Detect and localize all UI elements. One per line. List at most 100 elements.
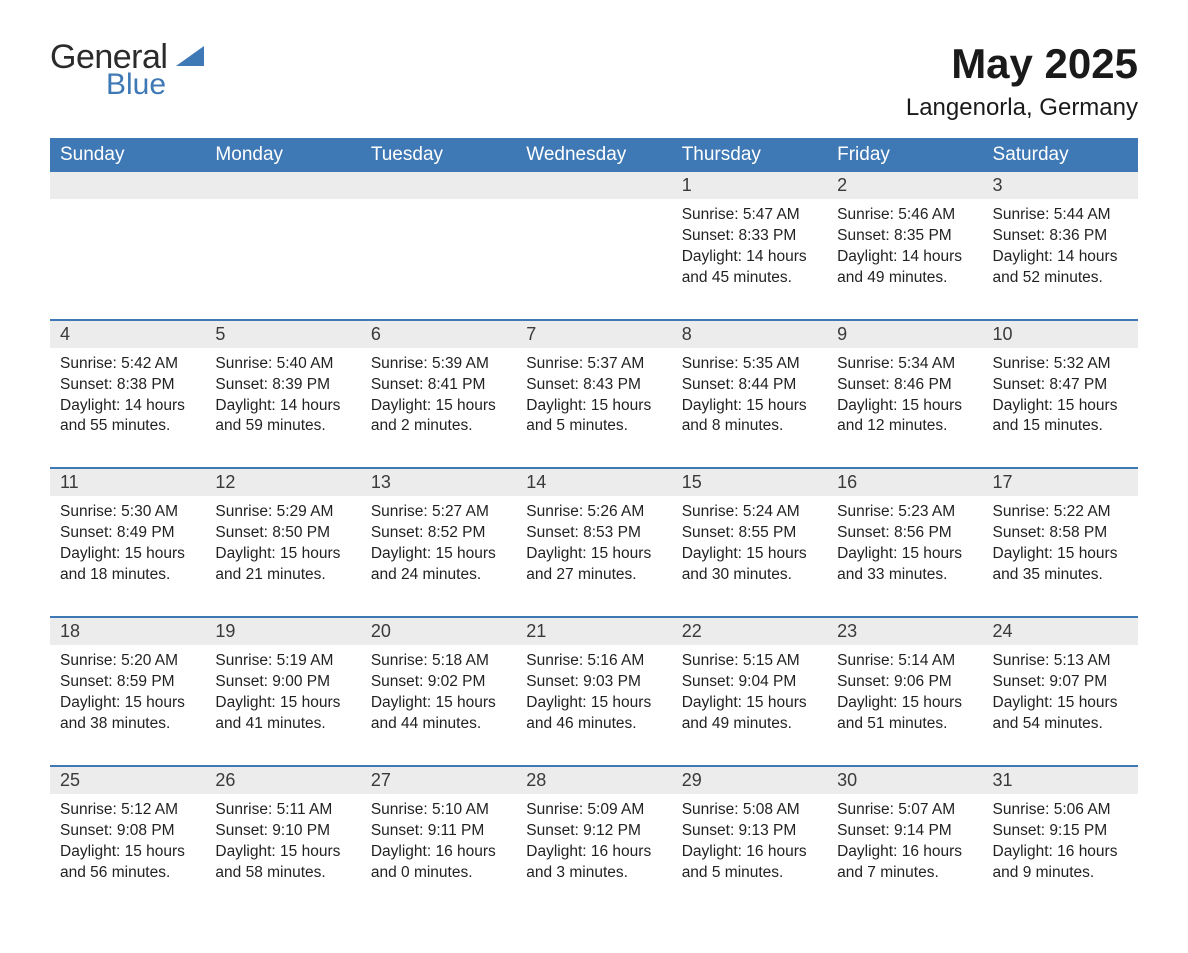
daylight-line: Daylight: 15 hours and 8 minutes. xyxy=(682,397,807,435)
title-block: May 2025 Langenorla, Germany xyxy=(906,40,1138,122)
sunrise-line: Sunrise: 5:11 AM xyxy=(215,801,332,818)
day-number-cell: 28 xyxy=(516,766,671,794)
daylight-line: Daylight: 15 hours and 51 minutes. xyxy=(837,694,962,732)
daylight-line: Daylight: 15 hours and 2 minutes. xyxy=(371,397,496,435)
sunset-line: Sunset: 8:38 PM xyxy=(60,376,175,393)
sunrise-line: Sunrise: 5:13 AM xyxy=(993,652,1111,669)
daylight-line: Daylight: 16 hours and 7 minutes. xyxy=(837,843,962,881)
day-number-row: 45678910 xyxy=(50,320,1138,348)
sunrise-line: Sunrise: 5:16 AM xyxy=(526,652,644,669)
day-detail-cell xyxy=(361,199,516,320)
weekday-friday: Friday xyxy=(827,138,982,172)
logo: General Blue xyxy=(50,40,206,100)
day-number-cell: 3 xyxy=(983,172,1138,199)
day-number-cell: 13 xyxy=(361,468,516,496)
day-detail-cell: Sunrise: 5:27 AMSunset: 8:52 PMDaylight:… xyxy=(361,496,516,617)
weekday-thursday: Thursday xyxy=(672,138,827,172)
day-number-cell: 19 xyxy=(205,617,360,645)
day-detail-cell: Sunrise: 5:20 AMSunset: 8:59 PMDaylight:… xyxy=(50,645,205,766)
daylight-line: Daylight: 15 hours and 30 minutes. xyxy=(682,545,807,583)
day-number-cell: 24 xyxy=(983,617,1138,645)
day-number-cell: 6 xyxy=(361,320,516,348)
sunset-line: Sunset: 8:52 PM xyxy=(371,524,486,541)
daylight-line: Daylight: 14 hours and 55 minutes. xyxy=(60,397,185,435)
day-number-cell: 26 xyxy=(205,766,360,794)
day-detail-cell: Sunrise: 5:39 AMSunset: 8:41 PMDaylight:… xyxy=(361,348,516,469)
sunset-line: Sunset: 8:33 PM xyxy=(682,227,797,244)
day-detail-cell: Sunrise: 5:07 AMSunset: 9:14 PMDaylight:… xyxy=(827,794,982,914)
daylight-line: Daylight: 14 hours and 45 minutes. xyxy=(682,248,807,286)
sunset-line: Sunset: 9:13 PM xyxy=(682,822,797,839)
sunset-line: Sunset: 9:08 PM xyxy=(60,822,175,839)
sunrise-line: Sunrise: 5:12 AM xyxy=(60,801,178,818)
sunset-line: Sunset: 8:36 PM xyxy=(993,227,1108,244)
sunrise-line: Sunrise: 5:14 AM xyxy=(837,652,955,669)
sunrise-line: Sunrise: 5:32 AM xyxy=(993,355,1111,372)
day-number-cell: 7 xyxy=(516,320,671,348)
day-detail-cell: Sunrise: 5:35 AMSunset: 8:44 PMDaylight:… xyxy=(672,348,827,469)
day-number-cell xyxy=(361,172,516,199)
daylight-line: Daylight: 15 hours and 12 minutes. xyxy=(837,397,962,435)
daylight-line: Daylight: 15 hours and 46 minutes. xyxy=(526,694,651,732)
sunset-line: Sunset: 8:55 PM xyxy=(682,524,797,541)
day-detail-cell: Sunrise: 5:29 AMSunset: 8:50 PMDaylight:… xyxy=(205,496,360,617)
sunrise-line: Sunrise: 5:15 AM xyxy=(682,652,800,669)
logo-text: General Blue xyxy=(50,40,206,100)
sunset-line: Sunset: 8:59 PM xyxy=(60,673,175,690)
day-detail-cell: Sunrise: 5:08 AMSunset: 9:13 PMDaylight:… xyxy=(672,794,827,914)
calendar-table: Sunday Monday Tuesday Wednesday Thursday… xyxy=(50,138,1138,913)
sunrise-line: Sunrise: 5:47 AM xyxy=(682,206,800,223)
daylight-line: Daylight: 16 hours and 0 minutes. xyxy=(371,843,496,881)
sunset-line: Sunset: 8:43 PM xyxy=(526,376,641,393)
day-detail-cell: Sunrise: 5:15 AMSunset: 9:04 PMDaylight:… xyxy=(672,645,827,766)
day-detail-cell xyxy=(50,199,205,320)
logo-triangle-icon xyxy=(176,44,206,68)
sunrise-line: Sunrise: 5:22 AM xyxy=(993,503,1111,520)
sunset-line: Sunset: 9:02 PM xyxy=(371,673,486,690)
daylight-line: Daylight: 15 hours and 54 minutes. xyxy=(993,694,1118,732)
day-number-cell: 4 xyxy=(50,320,205,348)
daylight-line: Daylight: 15 hours and 33 minutes. xyxy=(837,545,962,583)
sunrise-line: Sunrise: 5:30 AM xyxy=(60,503,178,520)
sunrise-line: Sunrise: 5:06 AM xyxy=(993,801,1111,818)
day-detail-cell xyxy=(205,199,360,320)
day-detail-cell xyxy=(516,199,671,320)
day-number-cell: 23 xyxy=(827,617,982,645)
sunrise-line: Sunrise: 5:09 AM xyxy=(526,801,644,818)
sunrise-line: Sunrise: 5:20 AM xyxy=(60,652,178,669)
day-detail-cell: Sunrise: 5:30 AMSunset: 8:49 PMDaylight:… xyxy=(50,496,205,617)
day-number-cell: 14 xyxy=(516,468,671,496)
page-title: May 2025 xyxy=(906,40,1138,88)
day-detail-row: Sunrise: 5:20 AM Sunset: 8:59 PM Daylight:… xyxy=(50,645,1138,766)
sunset-line: Sunset: 8:50 PM xyxy=(215,524,330,541)
sunrise-line: Sunrise: 5:42 AM xyxy=(60,355,178,372)
day-number-cell: 25 xyxy=(50,766,205,794)
sunset-line: Sunset: 8:35 PM xyxy=(837,227,952,244)
day-detail-cell: Sunrise: 5:19 AMSunset: 9:00 PMDaylight:… xyxy=(205,645,360,766)
day-number-row: 25262728293031 xyxy=(50,766,1138,794)
day-number-cell: 1 xyxy=(672,172,827,199)
daylight-line: Daylight: 15 hours and 5 minutes. xyxy=(526,397,651,435)
sunset-line: Sunset: 8:49 PM xyxy=(60,524,175,541)
sunset-line: Sunset: 9:15 PM xyxy=(993,822,1108,839)
sunrise-line: Sunrise: 5:35 AM xyxy=(682,355,800,372)
day-detail-cell: Sunrise: 5:26 AMSunset: 8:53 PMDaylight:… xyxy=(516,496,671,617)
sunset-line: Sunset: 9:03 PM xyxy=(526,673,641,690)
day-number-cell: 10 xyxy=(983,320,1138,348)
day-detail-cell: Sunrise: 5:12 AM Sunset: 9:08 PM Daylight:… xyxy=(50,794,205,914)
daylight-line: Daylight: 16 hours and 9 minutes. xyxy=(993,843,1118,881)
sunrise-line: Sunrise: 5:40 AM xyxy=(215,355,333,372)
day-detail-cell: Sunrise: 5:47 AM Sunset: 8:33 PM Daylight:… xyxy=(672,199,827,320)
day-number-cell xyxy=(516,172,671,199)
daylight-line: Daylight: 15 hours and 44 minutes. xyxy=(371,694,496,732)
day-number-row: 18192021222324 xyxy=(50,617,1138,645)
daylight-line: Daylight: 15 hours and 56 minutes. xyxy=(60,843,185,881)
sunset-line: Sunset: 8:56 PM xyxy=(837,524,952,541)
location-subtitle: Langenorla, Germany xyxy=(906,94,1138,122)
day-detail-cell: Sunrise: 5:16 AM Sunset: 9:03 PM Daylight:… xyxy=(516,645,671,766)
sunset-line: Sunset: 9:04 PM xyxy=(682,673,797,690)
day-number-cell: 21 xyxy=(516,617,671,645)
sunset-line: Sunset: 9:11 PM xyxy=(371,822,484,839)
daylight-line: Daylight: 14 hours and 59 minutes. xyxy=(215,397,340,435)
day-number-cell: 22 xyxy=(672,617,827,645)
